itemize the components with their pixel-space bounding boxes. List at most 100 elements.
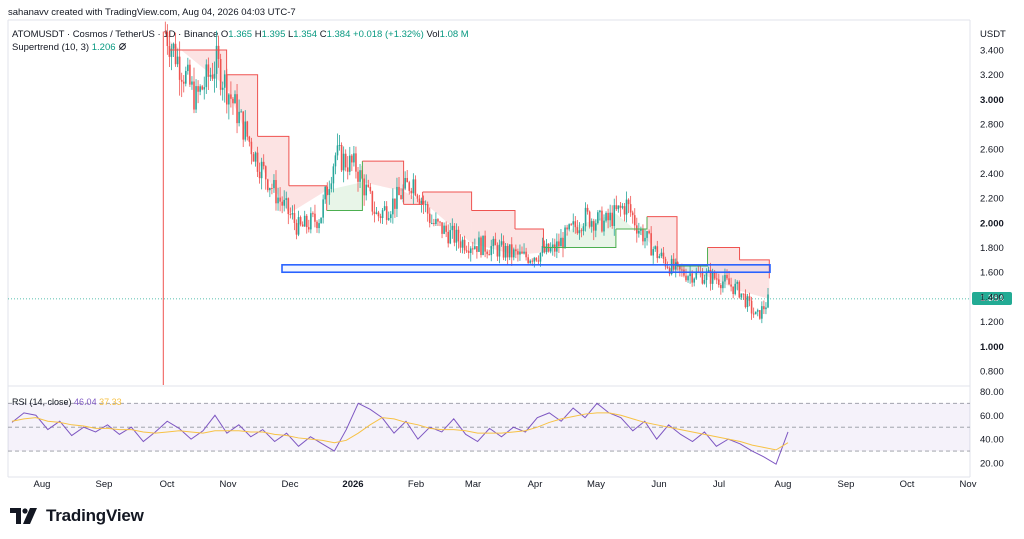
candle-body [439, 221, 441, 223]
supertrend-fill [326, 182, 363, 211]
candle-body [174, 43, 177, 65]
candle-body [269, 187, 271, 191]
candle-body [256, 152, 259, 172]
supertrend-line [326, 161, 363, 211]
candle-body [576, 227, 579, 234]
open-label: O [220, 29, 229, 40]
hidden-eye-icon[interactable] [118, 42, 127, 51]
candle-body [392, 198, 394, 215]
time-axis-tick: Nov [220, 479, 237, 490]
candle-body [590, 221, 593, 227]
candle-body [728, 278, 730, 285]
candle-body [414, 179, 417, 196]
time-axis-tick: 2026 [342, 479, 363, 490]
candle-body [180, 79, 183, 82]
candle-body [533, 257, 536, 262]
last-price-tag: 1.384 [972, 292, 1012, 305]
candle-body [209, 74, 212, 77]
supertrend-line [471, 210, 516, 230]
price-axis-tick: 3.400 [980, 46, 1004, 57]
candle-body [551, 244, 554, 249]
symbol-name[interactable]: ATOMUSDT · Cosmos / TetherUS · 1D · Bina… [12, 29, 219, 40]
price-axis-tick: 3.000 [980, 95, 1004, 106]
candle-body [582, 226, 585, 232]
candle-body [223, 74, 226, 88]
candle-body [726, 274, 728, 279]
price-axis-tick: 1.600 [980, 268, 1004, 279]
candle-body [426, 204, 429, 214]
candle-body [750, 300, 753, 314]
tradingview-brand[interactable]: TradingView [10, 506, 144, 526]
candle-body [336, 145, 339, 156]
change-value: +0.018 (+1.32%) [353, 29, 424, 40]
candle-body [260, 161, 263, 179]
candle-body [390, 214, 392, 219]
candle-body [416, 195, 419, 199]
supertrend-value: 1.206 [91, 42, 116, 53]
candle-body [457, 229, 460, 242]
candle-body [677, 262, 679, 265]
candle-body [293, 213, 296, 223]
rsi-axis-tick: 60.00 [980, 411, 1004, 422]
candle-body [709, 269, 712, 284]
price-axis-tick: 3.200 [980, 70, 1004, 81]
price-axis-tick: 2.000 [980, 218, 1004, 229]
candle-body [226, 74, 228, 105]
candle-body [367, 184, 370, 187]
candle-body [646, 231, 648, 238]
supertrend-line [226, 74, 259, 137]
rsi-ma-line [11, 412, 789, 451]
candle-body [230, 94, 232, 99]
supertrend-line [615, 216, 648, 230]
candle-body [324, 186, 326, 200]
candle-body [299, 217, 302, 225]
candle-body [271, 187, 273, 189]
candle-body [287, 198, 290, 215]
candle-body [625, 199, 628, 215]
time-axis-tick: Dec [282, 479, 299, 490]
candle-body [633, 215, 636, 226]
candle-body [453, 225, 456, 243]
supertrend-fill [707, 247, 740, 291]
supertrend-legend[interactable]: Supertrend (10, 3) 1.206 [12, 42, 127, 53]
time-axis-tick: Jun [651, 479, 666, 490]
candle-body [365, 184, 367, 196]
candle-body [504, 245, 507, 258]
candle-body [221, 87, 224, 90]
candle-body [342, 153, 345, 171]
supertrend-line [647, 216, 678, 267]
candle-body [236, 94, 238, 124]
candle-body [695, 271, 698, 279]
candle-body [172, 43, 175, 49]
candle-body [500, 241, 503, 245]
candle-body [246, 121, 249, 137]
candle-body [765, 307, 767, 310]
candle-body [476, 246, 478, 252]
candle-body [629, 204, 632, 213]
candle-body [402, 188, 404, 200]
low-label: L [288, 29, 294, 40]
candle-body [674, 262, 677, 270]
candle-body [273, 180, 275, 189]
supertrend-fill [543, 225, 576, 253]
candle-body [670, 258, 673, 275]
candle-body [340, 145, 343, 171]
time-axis-tick: Aug [34, 479, 51, 490]
candle-body [611, 212, 613, 227]
candle-body [580, 230, 583, 232]
candle-body [447, 231, 449, 244]
supertrend-fill [257, 136, 289, 214]
candle-body [613, 205, 616, 227]
rsi-label: RSI (14, close) [12, 397, 72, 407]
brand-name: TradingView [46, 506, 144, 525]
candle-body [267, 179, 269, 191]
attribution-text: sahanavv created with TradingView.com, A… [8, 7, 296, 18]
price-axis-tick: 1.200 [980, 317, 1004, 328]
candle-body [654, 246, 657, 250]
rsi-legend[interactable]: RSI (14, close) 46.04 37.33 [12, 397, 122, 407]
candle-body [433, 223, 435, 225]
candle-body [234, 94, 236, 104]
candle-body [486, 251, 488, 255]
candle-body [556, 241, 558, 252]
